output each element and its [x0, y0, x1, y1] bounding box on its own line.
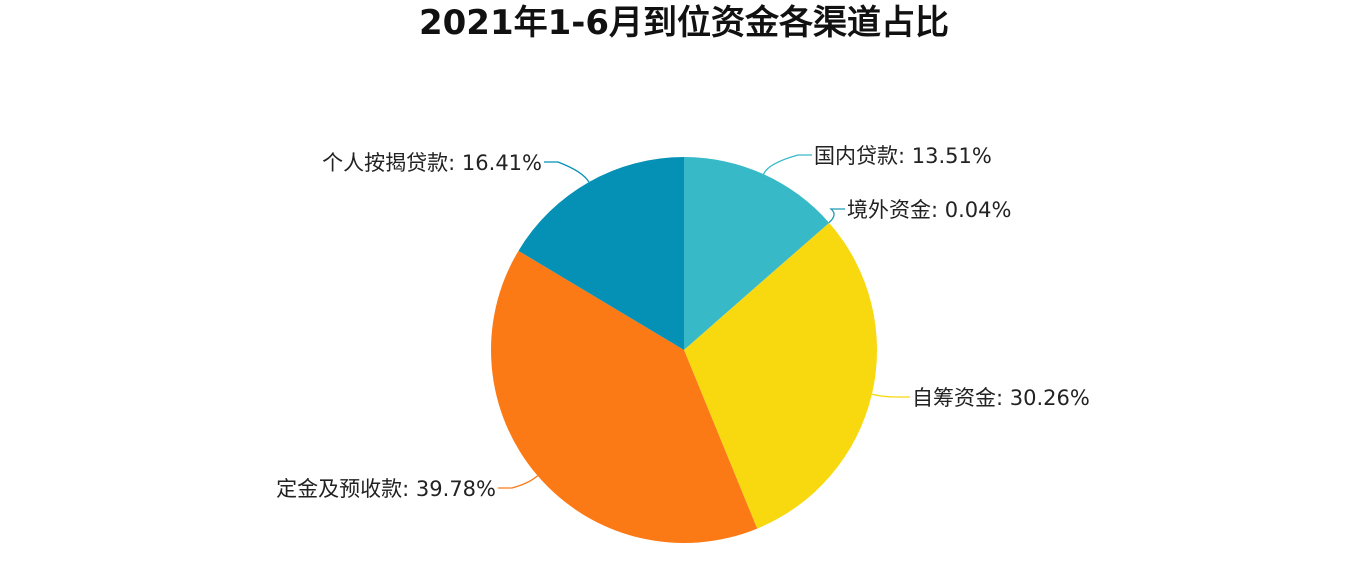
leader-line-1 — [762, 154, 812, 175]
leader-line-2 — [828, 208, 845, 224]
slice-label-5: 个人按揭贷款: 16.41% — [322, 151, 542, 175]
leader-line-3 — [871, 393, 910, 398]
slice-label-4: 定金及预收款: 39.78% — [276, 477, 496, 501]
leader-line-5 — [544, 161, 590, 183]
slice-label-3: 自筹资金: 30.26% — [912, 386, 1090, 410]
chart-title: 2021年1-6月到位资金各渠道占比 — [418, 3, 950, 43]
leader-line-4 — [498, 475, 539, 489]
pie-slices — [491, 157, 878, 544]
pie-slice-4 — [491, 250, 758, 544]
pie-slice-5 — [518, 157, 684, 350]
pie-slice-3 — [684, 222, 878, 529]
pie-slice-1 — [684, 157, 829, 350]
pie-slice-2 — [684, 222, 830, 350]
slice-labels: 国内贷款: 13.51% 境外资金: 0.04% 自筹资金: 30.26% 定金及预收… — [276, 144, 1090, 501]
leader-lines — [498, 154, 910, 489]
slice-label-2: 境外资金: 0.04% — [847, 198, 1011, 222]
slice-label-1: 国内贷款: 13.51% — [814, 144, 992, 168]
